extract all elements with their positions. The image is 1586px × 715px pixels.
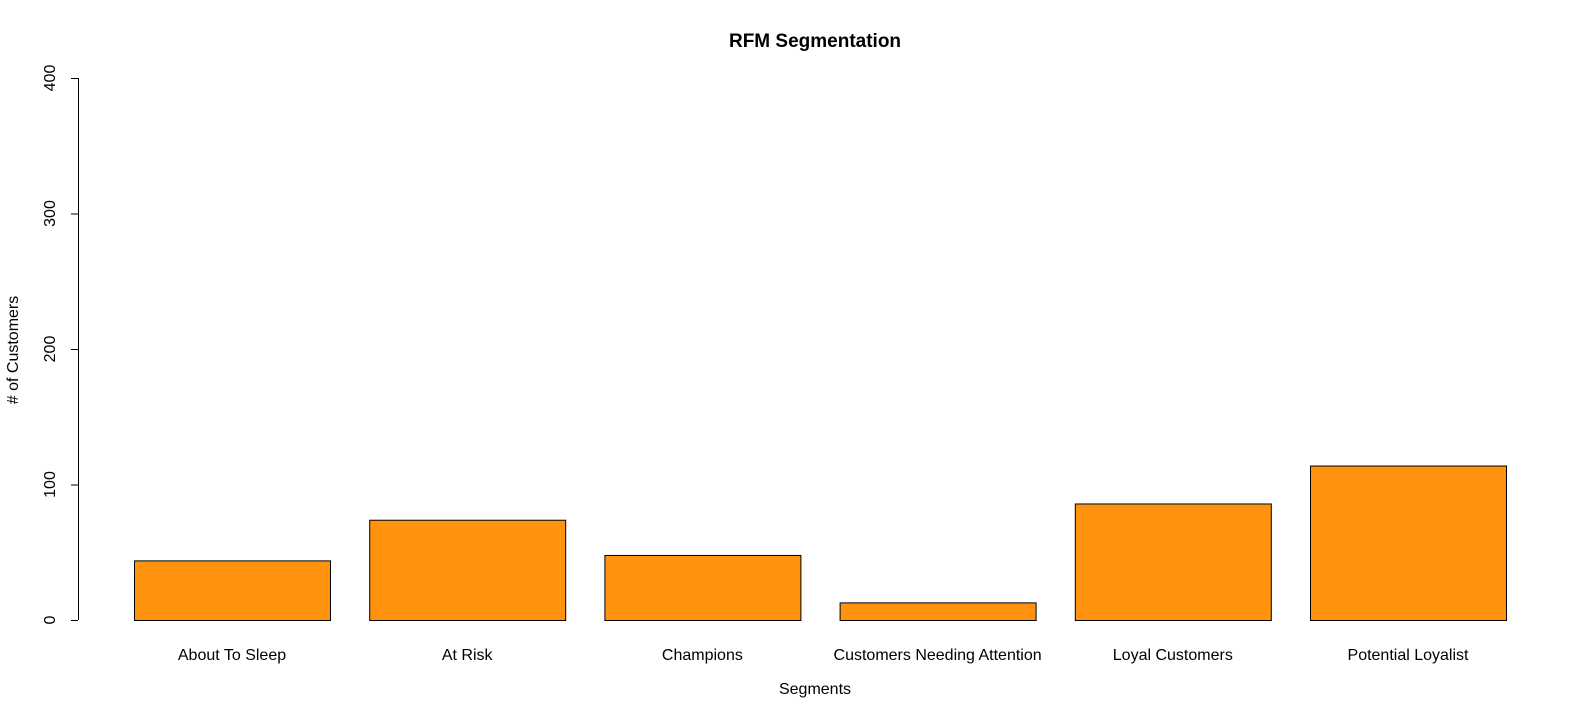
- x-tick-label: Potential Loyalist: [1348, 647, 1470, 664]
- x-tick-labels: About To Sleep At Risk Champions Customers …: [178, 647, 1469, 664]
- y-axis: 0 100 200 300 400: [42, 65, 79, 624]
- x-tick-label: About To Sleep: [178, 647, 286, 664]
- x-tick-label: At Risk: [442, 647, 494, 664]
- bar: [369, 519, 567, 621]
- bar: [1074, 503, 1272, 621]
- y-tick-label: 300: [42, 200, 59, 227]
- x-tick-label: Customers Needing Attention: [834, 647, 1042, 664]
- y-tick-label: 0: [42, 615, 59, 624]
- bar: [1310, 465, 1507, 621]
- x-tick-label: Champions: [662, 647, 743, 664]
- y-axis-label: # of Customers: [5, 296, 22, 404]
- chart-title: RFM Segmentation: [729, 31, 901, 52]
- bars-group: [134, 465, 1507, 622]
- y-tick-label: 100: [42, 471, 59, 498]
- x-tick-label: Loyal Customers: [1113, 647, 1233, 664]
- bar: [604, 554, 802, 622]
- y-tick-label: 400: [42, 65, 59, 92]
- bar: [134, 560, 331, 622]
- y-tick-label: 200: [42, 336, 59, 363]
- bar: [839, 602, 1037, 622]
- x-axis-label: Segments: [779, 681, 851, 698]
